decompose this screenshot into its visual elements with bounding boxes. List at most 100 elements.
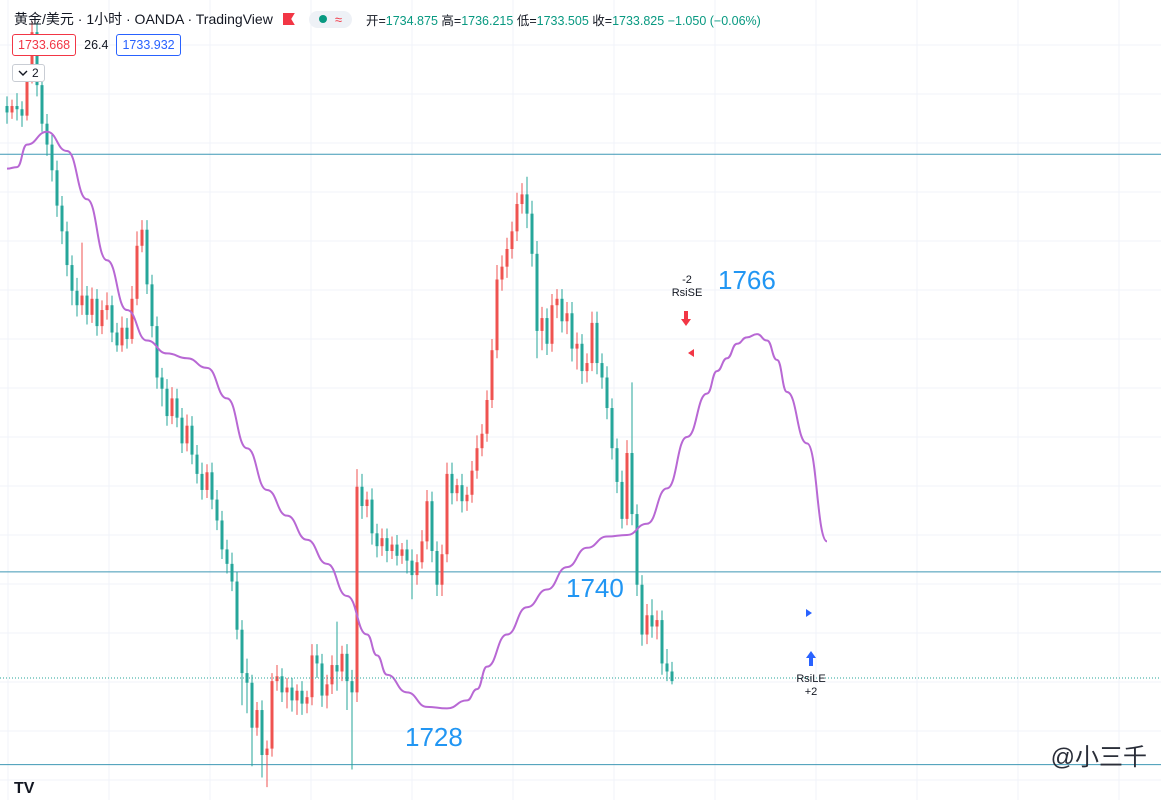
symbol-title[interactable]: 黄金/美元 · 1小时 · OANDA · TradingView (14, 11, 273, 27)
candle-body (70, 265, 74, 291)
candle-body (45, 123, 49, 145)
candle (365, 491, 369, 518)
candle-body (425, 501, 429, 542)
flag-icon[interactable] (282, 13, 295, 25)
candle-body (165, 388, 169, 417)
candle-body (105, 305, 109, 311)
candle (310, 644, 314, 706)
candle (595, 311, 599, 375)
candle-body (435, 551, 439, 585)
candle-body (605, 377, 609, 409)
candle-body (660, 620, 664, 664)
indicators-toggle[interactable]: 2 (12, 64, 45, 82)
candle-body (525, 194, 529, 214)
candle (355, 469, 359, 703)
candle (485, 390, 489, 442)
candle (135, 231, 139, 306)
candle-body (200, 473, 204, 490)
candle-body (140, 229, 144, 246)
candle (215, 489, 219, 531)
candle-body (5, 106, 9, 113)
candle-body (515, 204, 519, 232)
candle-body (350, 681, 354, 693)
candle (160, 367, 164, 407)
candle (10, 99, 14, 119)
candle-body (530, 213, 534, 254)
candle (535, 240, 539, 359)
candle-body (60, 205, 64, 232)
candle (445, 462, 449, 563)
candle-body (265, 748, 269, 756)
buy-signal-markers (806, 609, 816, 666)
quote-row: 1733.668 26.4 1733.932 (12, 34, 181, 56)
candle (20, 101, 24, 127)
open-value: 1734.875 (385, 13, 438, 28)
candle (225, 539, 229, 574)
candle-body (440, 554, 444, 585)
candle (55, 160, 59, 217)
candle (500, 255, 504, 291)
candle-body (490, 350, 494, 400)
candle (640, 575, 644, 646)
candle-body (135, 245, 139, 299)
candle-body (10, 106, 14, 113)
candle-body (145, 229, 149, 285)
candle-body (485, 400, 489, 434)
buy-price-button[interactable]: 1733.932 (116, 34, 181, 56)
watermark: @小三千 (1050, 744, 1147, 771)
candle-body (255, 710, 259, 728)
candle-body (620, 481, 624, 519)
candle (515, 192, 519, 241)
candle-body (560, 298, 564, 322)
tradingview-logo[interactable]: TV (14, 780, 35, 797)
candle (105, 292, 109, 320)
candle-body (595, 322, 599, 364)
candle (115, 322, 119, 352)
buy-arrow-icon (806, 651, 816, 666)
candle-body (645, 615, 649, 635)
candle (525, 176, 529, 229)
horizontal-levels[interactable] (0, 153, 1161, 766)
candle-body (470, 470, 474, 495)
candle-body (195, 454, 199, 474)
sell-arrow-icon (681, 311, 691, 326)
candle-body (305, 697, 309, 704)
candle (530, 200, 534, 267)
candle-body (320, 663, 324, 696)
candle (430, 491, 434, 563)
candle-body (630, 453, 634, 515)
candle-body (510, 231, 514, 249)
short-signal-qty: -2 (682, 274, 692, 286)
market-status-pill[interactable]: ≈ (308, 10, 352, 28)
candle-body (15, 106, 19, 110)
candle (200, 462, 204, 500)
candle (75, 277, 79, 317)
candle-body (505, 248, 509, 267)
candle (315, 644, 319, 678)
candle (435, 541, 439, 596)
candle (650, 599, 654, 638)
candle-body (450, 473, 454, 494)
candle-body (400, 549, 404, 556)
candle (5, 96, 9, 124)
candle-body (565, 313, 569, 322)
candle-body (575, 343, 579, 349)
candle-body (85, 295, 89, 315)
candle (450, 462, 454, 505)
candle-body (170, 398, 174, 417)
candle (390, 536, 394, 560)
candle-body (520, 194, 524, 205)
moving-average-line (6, 130, 828, 710)
candle-body (480, 433, 484, 449)
level-label-lower: 1728 (405, 722, 463, 752)
candle-body (415, 562, 419, 576)
entry-triangle-right-icon (806, 609, 812, 617)
candle (100, 300, 104, 335)
candle (620, 470, 624, 529)
candle (205, 464, 209, 498)
candle-body (375, 533, 379, 547)
sell-price-button[interactable]: 1733.668 (12, 34, 77, 56)
candle (270, 673, 274, 757)
candle-body (250, 682, 254, 728)
